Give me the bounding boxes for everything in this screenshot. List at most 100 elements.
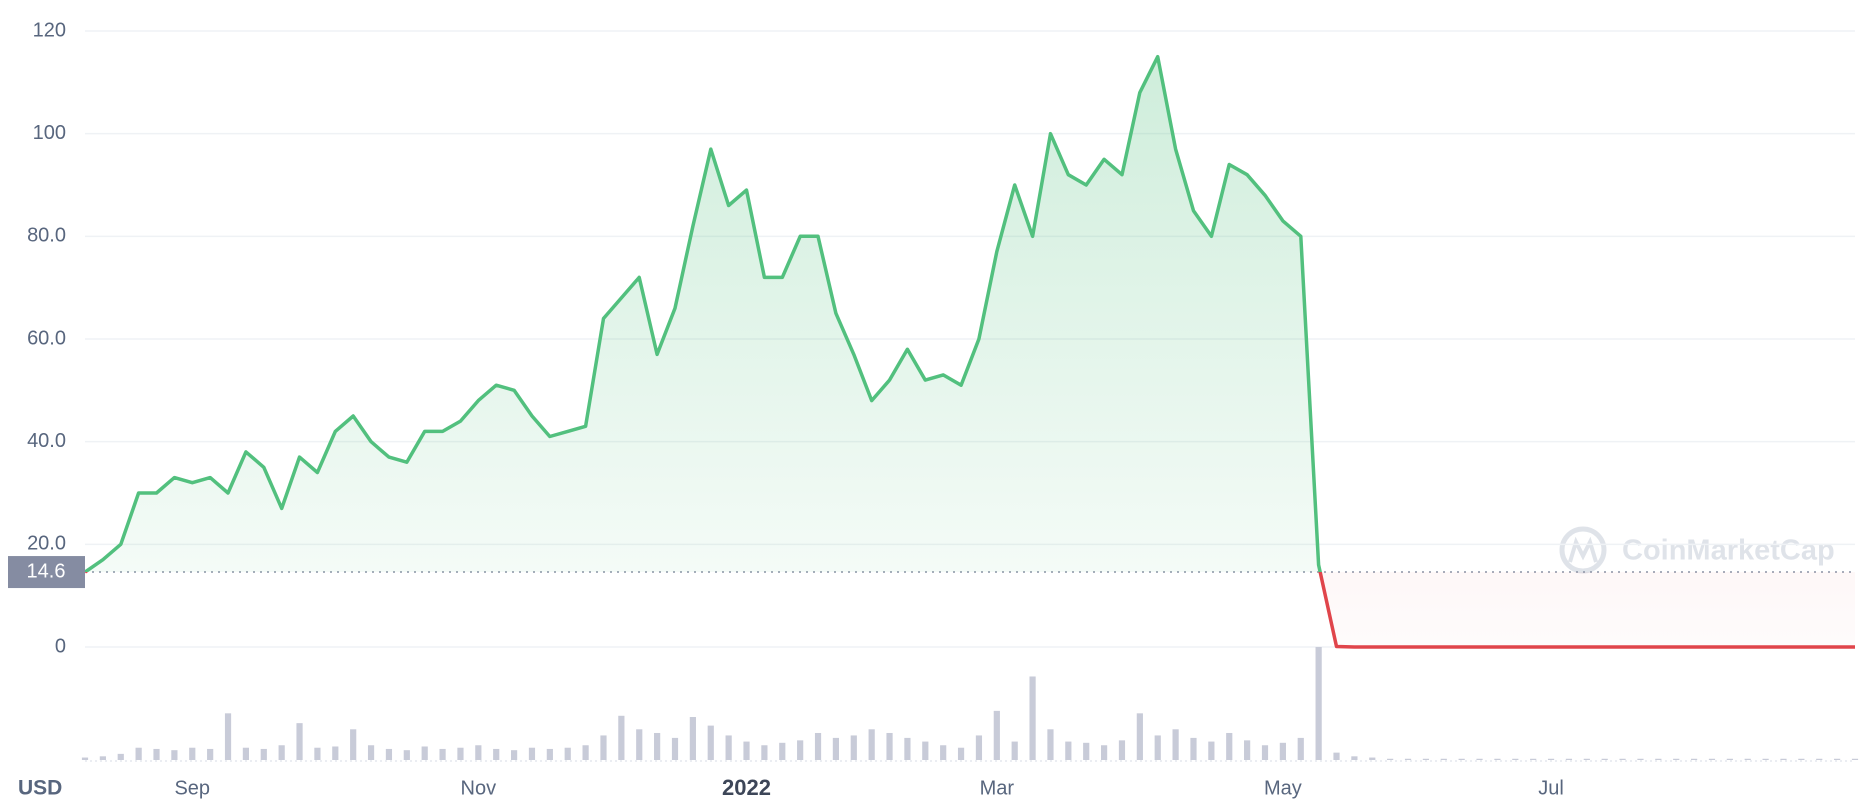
volume-bar: [1690, 758, 1698, 760]
volume-bar: [1190, 737, 1197, 760]
volume-bar: [1011, 741, 1018, 760]
volume-bar: [475, 745, 482, 760]
volume-bar: [832, 737, 840, 760]
volume-bar: [636, 729, 643, 760]
volume-bar: [546, 748, 553, 760]
currency-label: USD: [18, 777, 62, 800]
x-tick-label: 2022: [722, 775, 771, 800]
x-tick-label: Sep: [174, 777, 210, 799]
volume-bar: [99, 756, 106, 760]
volume-bar: [743, 741, 750, 760]
volume-bar: [1351, 756, 1358, 760]
volume-bar: [189, 747, 196, 760]
volume-bar: [1029, 676, 1036, 760]
volume-bar: [1494, 758, 1501, 760]
volume-bar: [1297, 737, 1304, 760]
volume-bar: [1172, 729, 1179, 760]
y-tick-label: 80.0: [27, 225, 66, 247]
volume-bar: [957, 747, 965, 760]
baseline-label: 14.6: [27, 560, 66, 582]
volume-bar: [868, 729, 875, 760]
volume-bar: [725, 735, 732, 760]
volume-bar: [260, 748, 267, 760]
volume-bar: [1458, 758, 1465, 760]
volume-bar: [1655, 758, 1662, 760]
volume-bar: [1619, 758, 1626, 760]
watermark: CoinMarketCap: [1559, 526, 1835, 574]
volume-bar: [1244, 740, 1251, 760]
volume-bar: [528, 747, 536, 760]
volume-bar: [886, 732, 893, 760]
volume-bar: [1834, 758, 1841, 760]
volume-bar: [1315, 647, 1322, 760]
volume-bar: [707, 725, 714, 760]
volume-bar: [332, 746, 339, 760]
volume-bar: [689, 717, 696, 760]
volume-bar: [403, 750, 410, 760]
baseline-label-box: [8, 556, 85, 589]
volume-bar: [314, 747, 321, 760]
y-tick-label: 0: [55, 635, 66, 657]
watermark-text: CoinMarketCap: [1622, 535, 1835, 567]
volume-bar: [1583, 758, 1590, 760]
y-tick-label: 100: [33, 122, 66, 144]
y-tick-label: 20.0: [27, 533, 66, 555]
volume-bar: [1798, 758, 1805, 760]
volume-bar: [1851, 758, 1859, 760]
volume-bar: [1476, 758, 1483, 760]
volume-bar: [671, 737, 679, 760]
volume-bar: [1047, 729, 1054, 760]
volume-bar: [1065, 741, 1072, 760]
volume-bar: [207, 748, 214, 760]
volume-bar: [850, 735, 857, 760]
volume-bar: [1136, 713, 1143, 760]
volume-bar: [439, 748, 446, 760]
x-tick-label: May: [1264, 777, 1302, 799]
volume-bar: [1530, 758, 1537, 760]
volume-bar: [1565, 758, 1573, 760]
volume-bar: [242, 747, 250, 760]
volume-bar: [385, 748, 393, 760]
volume-bar: [582, 745, 589, 760]
y-tick-label: 60.0: [27, 327, 66, 349]
volume-bar: [171, 750, 178, 760]
volume-bar: [224, 713, 232, 760]
volume-bar: [922, 741, 929, 760]
volume-bar: [1673, 758, 1680, 760]
area-positive: [85, 56, 1855, 573]
x-tick-label: Mar: [980, 777, 1015, 799]
volume-bar: [1762, 758, 1769, 760]
volume-bar: [1387, 758, 1394, 760]
volume-bar: [761, 745, 768, 760]
volume-bar: [600, 735, 607, 760]
volume-bar: [1154, 735, 1161, 760]
volume-bar: [814, 732, 822, 760]
x-tick-label: Jul: [1538, 777, 1564, 799]
volume-bar: [1404, 758, 1412, 760]
volume-bar: [1816, 758, 1823, 760]
volume-bar: [564, 747, 571, 760]
volume-bar: [797, 740, 804, 760]
price-line-negative: [84, 572, 1855, 649]
volume-bar: [1637, 758, 1644, 760]
volume-bar: [618, 715, 625, 760]
volume-bar: [367, 745, 375, 760]
volume-bar: [1422, 758, 1430, 760]
volume-bar: [153, 748, 160, 760]
volume-bar: [1780, 758, 1787, 760]
volume-bar: [510, 750, 518, 760]
volume-bar: [1726, 758, 1733, 760]
volume-bar: [350, 729, 357, 760]
volume-bar: [779, 742, 786, 760]
volume-bar: [1333, 752, 1340, 760]
y-tick-label: 40.0: [27, 430, 66, 452]
volume-bar: [421, 746, 428, 760]
volume-bar: [1547, 758, 1555, 760]
volume-bar: [1369, 757, 1376, 760]
volume-bar: [1440, 758, 1447, 760]
volume-bar: [117, 753, 124, 760]
volume-bar: [296, 723, 303, 760]
volume-bar: [1083, 742, 1090, 760]
price-line: [84, 54, 1322, 573]
